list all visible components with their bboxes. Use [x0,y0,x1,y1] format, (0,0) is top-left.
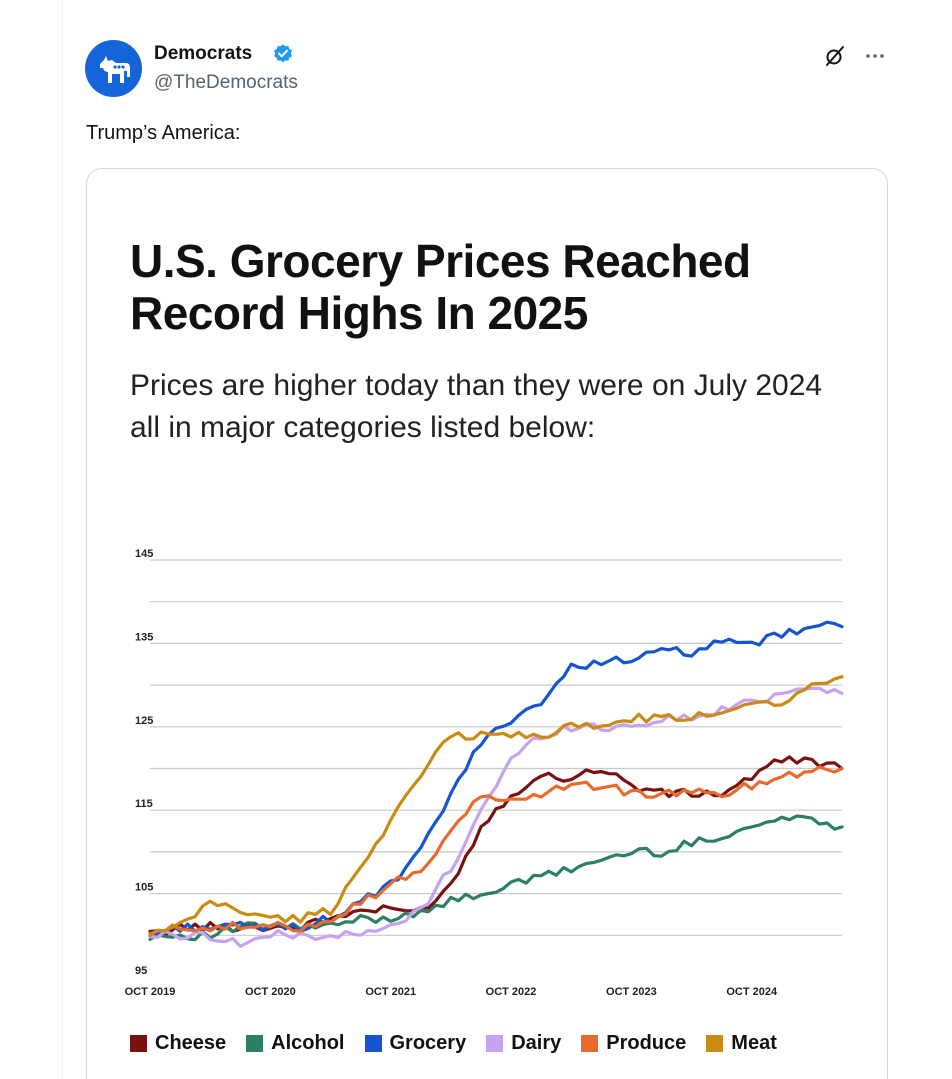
more-icon[interactable] [863,44,887,68]
y-tick-label: 105 [135,882,153,894]
chart-title: U.S. Grocery Prices Reached Record Highs… [130,235,751,339]
avatar[interactable] [85,40,142,97]
y-tick-label: 125 [135,715,153,727]
grok-icon[interactable] [823,44,847,68]
series-line-grocery [148,620,844,937]
x-tick-label: OCT 2021 [365,986,416,998]
x-tick-label: OCT 2020 [245,986,296,998]
legend-item-grocery: Grocery [364,1031,467,1055]
chart-subtitle: Prices are higher today than they were o… [130,369,823,444]
legend-swatch [246,1034,264,1052]
y-tick-label: 115 [135,798,153,810]
legend-swatch [486,1034,504,1052]
post: Democrats @TheDemocrats Trump’s America:… [62,0,952,1079]
y-tick-label: 95 [135,965,147,977]
legend-swatch [706,1034,724,1052]
x-tick-label: OCT 2022 [486,986,537,998]
legend-label: Grocery [389,1031,467,1054]
donkey-icon [99,55,130,83]
legend-item-produce: Produce [581,1032,686,1055]
legend-label: Cheese [155,1031,227,1054]
chart-image[interactable]: U.S. Grocery Prices Reached Record Highs… [86,168,888,1079]
series-line-meat [148,675,844,936]
verified-badge-icon [274,44,292,63]
legend-item-meat: Meat [706,1032,777,1055]
line-chart: 95 105 115 125 135 145 OCT 2019 OCT 2020 OCT 202… [125,548,844,998]
tweet-text: Trump’s America: [86,122,241,144]
legend-item-cheese: Cheese [130,1032,226,1055]
y-tick-label: 145 [135,548,153,560]
legend-swatch [130,1034,147,1052]
x-tick-label: OCT 2024 [726,986,778,998]
legend-label: Produce [606,1031,687,1054]
legend-label: Meat [731,1031,777,1054]
series-line-produce [148,765,844,938]
author-name[interactable]: Democrats [154,43,253,64]
series-line-dairy [148,686,844,948]
x-tick-label: OCT 2019 [125,986,176,998]
x-tick-label: OCT 2023 [606,986,657,998]
legend-label: Dairy [511,1031,562,1054]
series-line-alcohol [148,814,844,942]
y-tick-label: 135 [135,631,153,643]
author-handle[interactable]: @TheDemocrats [154,72,298,93]
legend-swatch [364,1034,382,1052]
legend-label: Alcohol [271,1031,345,1054]
legend-item-alcohol: Alcohol [246,1031,345,1055]
chart-legend: Cheese Alcohol Grocery Dairy Produce Meat [130,1031,797,1055]
legend-swatch [581,1034,599,1052]
legend-item-dairy: Dairy [486,1032,561,1055]
